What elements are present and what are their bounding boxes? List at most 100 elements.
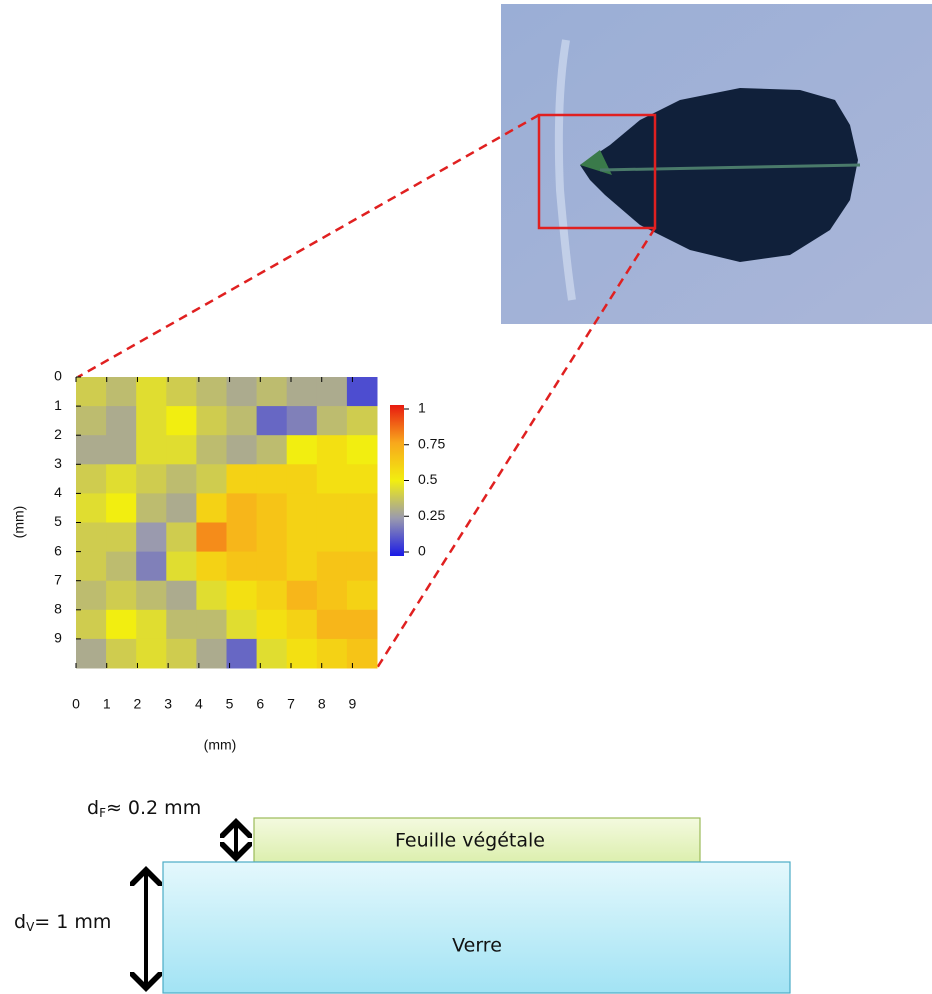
x-tick-label: 7: [287, 696, 295, 712]
heatmap-cell: [256, 377, 288, 407]
y-tick-label: 9: [54, 630, 62, 646]
heatmap-cell: [346, 580, 378, 611]
heatmap-cell: [166, 609, 197, 640]
x-tick-label: 1: [103, 696, 111, 712]
heatmap-cell: [286, 522, 318, 553]
heatmap-cell: [196, 377, 227, 407]
heatmap-cell: [286, 464, 318, 494]
heatmap-cell: [256, 464, 288, 494]
heatmap-cell: [346, 464, 378, 494]
y-tick-label: 0: [54, 368, 62, 384]
heatmap-cell: [316, 522, 348, 553]
value: = 1 mm: [34, 911, 111, 933]
zoom-line: [77, 113, 540, 379]
zoom-line: [375, 227, 657, 669]
heatmap-cell: [346, 522, 378, 553]
colorbar-tick-label: 0.5: [418, 471, 438, 487]
colorbar: [390, 405, 404, 556]
heatmap-cell: [316, 609, 348, 640]
value: ≈ 0.2 mm: [106, 797, 201, 819]
subscript: F: [99, 806, 106, 820]
heatmap-cell: [76, 551, 107, 582]
heatmap-cell: [136, 580, 167, 611]
y-tick-label: 5: [54, 513, 62, 529]
colorbar-tick-label: 1: [418, 400, 426, 416]
heatmap-cell: [256, 522, 288, 553]
heatmap-cell: [316, 435, 348, 465]
heatmap-cell: [106, 406, 137, 436]
heatmap-cell: [196, 493, 227, 523]
heatmap-cell: [166, 464, 197, 494]
heatmap-cell: [106, 522, 137, 553]
heatmap-cell: [316, 406, 348, 436]
x-tick-label: 2: [134, 696, 142, 712]
heatmap-cell: [226, 551, 258, 582]
heatmap-cell: [196, 551, 227, 582]
heatmap-cell: [106, 464, 137, 494]
heatmap-cell: [256, 493, 288, 523]
heatmap-cell: [256, 551, 288, 582]
heatmap-cell: [196, 406, 227, 436]
colorbar-tick-label: 0.75: [418, 435, 445, 451]
heatmap-cell: [106, 609, 137, 640]
heatmap-cell: [286, 493, 318, 523]
heatmap-cell: [346, 638, 378, 669]
heatmap-cell: [226, 435, 258, 465]
heatmap-cell: [316, 464, 348, 494]
glass-layer-label: Verre: [452, 935, 502, 957]
x-tick-label: 4: [195, 696, 203, 712]
heatmap-cell: [256, 580, 288, 611]
heatmap-cell: [256, 609, 288, 640]
y-tick-label: 8: [54, 601, 62, 617]
heatmap-cell: [286, 609, 318, 640]
heatmap-cell: [346, 377, 378, 407]
leaf-photo: [501, 4, 932, 324]
heatmap-cell: [196, 609, 227, 640]
heatmap-cell: [286, 377, 318, 407]
heatmap-cell: [76, 493, 107, 523]
y-tick-label: 6: [54, 542, 62, 558]
heatmap-cell: [166, 377, 197, 407]
heatmap-cell: [76, 522, 107, 553]
heatmap-cell: [136, 638, 167, 669]
heatmap-cell: [346, 609, 378, 640]
heatmap-cell: [226, 609, 258, 640]
y-tick-label: 2: [54, 426, 62, 442]
heatmap-cell: [226, 464, 258, 494]
heatmap-cell: [106, 551, 137, 582]
heatmap-cell: [136, 551, 167, 582]
x-tick-label: 9: [349, 696, 357, 712]
x-tick-label: 0: [72, 696, 80, 712]
leaf-layer: [253, 817, 701, 863]
heatmap-cell: [196, 522, 227, 553]
heatmap-cell: [226, 638, 258, 669]
symbol: d: [87, 797, 99, 819]
colorbar-tick-label: 0: [418, 543, 426, 559]
heatmap-cell: [76, 609, 107, 640]
x-tick-label: 3: [164, 696, 172, 712]
subscript: V: [26, 920, 35, 934]
heatmap-cell: [226, 522, 258, 553]
heatmap-cell: [286, 406, 318, 436]
heatmap-cell: [226, 377, 258, 407]
heatmap-cell: [196, 638, 227, 669]
heatmap-cell: [106, 493, 137, 523]
heatmap-cell: [166, 406, 197, 436]
y-tick-label: 1: [54, 397, 62, 413]
heatmap-cell: [346, 435, 378, 465]
heatmap-cell: [76, 638, 107, 669]
x-tick-label: 6: [256, 696, 264, 712]
leaf-thickness-label: dF≈ 0.2 mm: [87, 797, 201, 820]
heatmap-cell: [76, 580, 107, 611]
y-tick-label: 4: [54, 484, 62, 500]
heatmap-cell: [286, 638, 318, 669]
heatmap-cell: [286, 580, 318, 611]
heatmap-cell: [346, 551, 378, 582]
heatmap-cell: [196, 464, 227, 494]
heatmap-cell: [286, 435, 318, 465]
heatmap-cell: [226, 580, 258, 611]
x-tick-label: 8: [318, 696, 326, 712]
y-tick-label: 3: [54, 455, 62, 471]
heatmap-cell: [346, 406, 378, 436]
